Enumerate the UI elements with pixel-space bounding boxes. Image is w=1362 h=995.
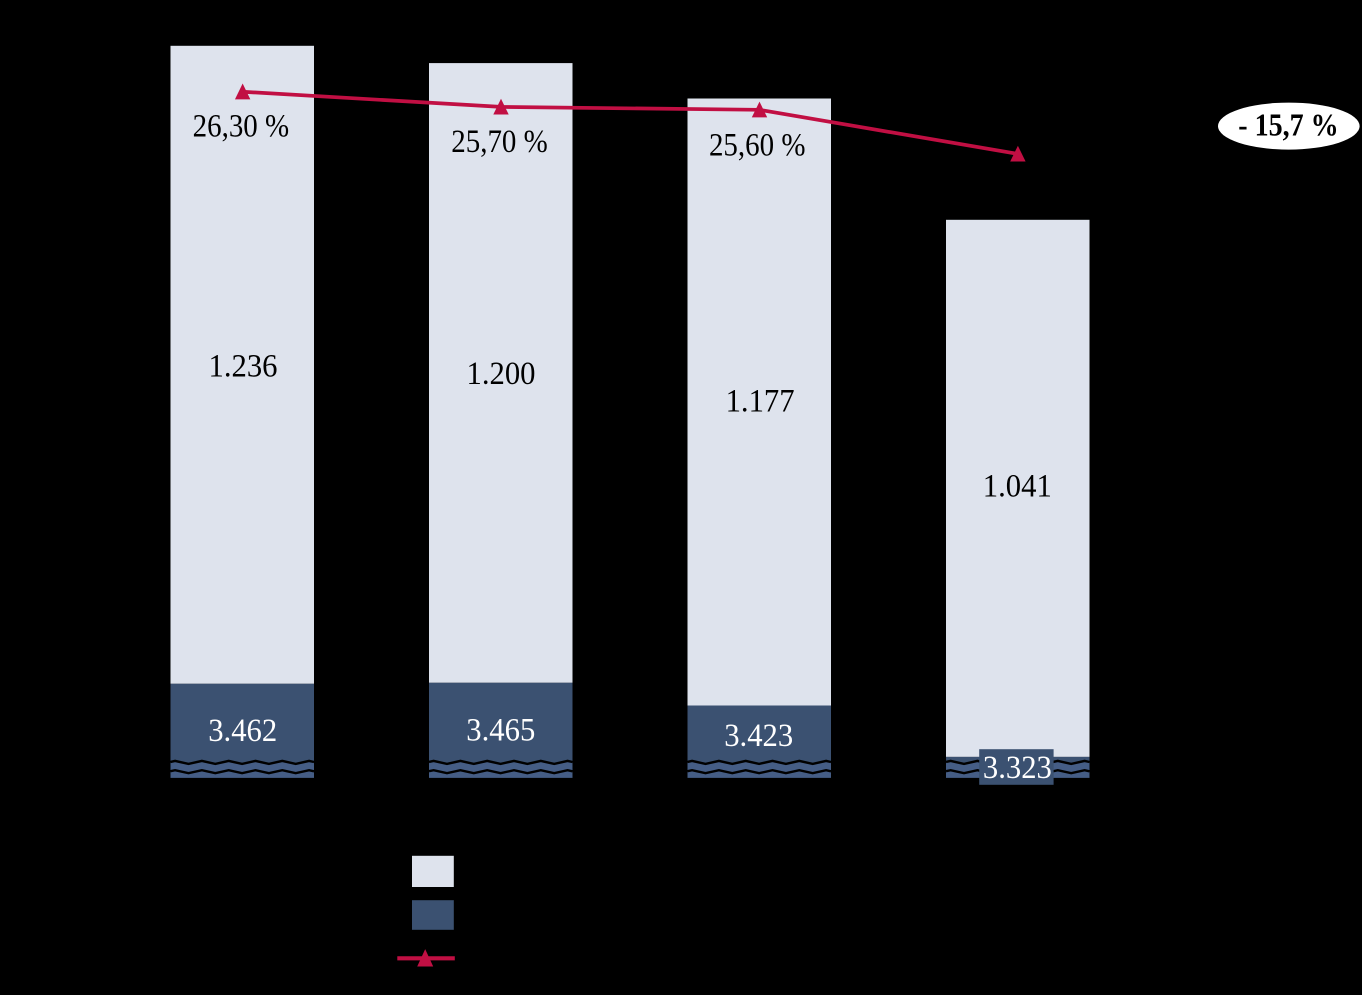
svg-text:3.462: 3.462 (208, 713, 277, 749)
svg-text:1.200: 1.200 (467, 356, 536, 392)
svg-text:3.423: 3.423 (724, 718, 793, 754)
svg-text:1.177: 1.177 (726, 383, 795, 419)
svg-text:3.323: 3.323 (983, 750, 1052, 786)
svg-text:25,60 %: 25,60 % (709, 127, 806, 163)
svg-text:25,70 %: 25,70 % (451, 124, 548, 160)
svg-text:1.236: 1.236 (209, 349, 278, 385)
svg-text:3.465: 3.465 (466, 712, 535, 748)
svg-text:1.041: 1.041 (983, 469, 1052, 505)
svg-text:- 15,7 %: - 15,7 % (1238, 108, 1338, 143)
svg-text:26,30 %: 26,30 % (193, 109, 290, 145)
